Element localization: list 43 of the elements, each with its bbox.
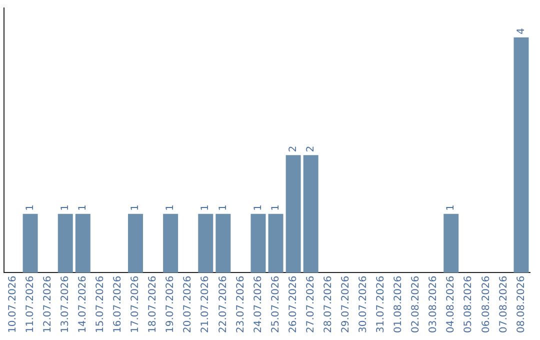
x-tick-label: 18.07.2026 bbox=[148, 276, 159, 334]
data-label: 1 bbox=[130, 204, 142, 211]
x-tick-label: 11.07.2026 bbox=[24, 276, 36, 334]
x-tick-label: 24.07.2026 bbox=[252, 276, 264, 334]
data-label: 1 bbox=[252, 204, 264, 211]
data-label: 2 bbox=[288, 146, 299, 152]
x-tick-label: 04.08.2026 bbox=[446, 276, 457, 334]
x-tick-label: 31.07.2026 bbox=[376, 276, 387, 334]
data-label: 4 bbox=[516, 28, 527, 34]
x-tick-label: 22.07.2026 bbox=[218, 276, 229, 334]
x-tick-label: 28.07.2026 bbox=[322, 276, 334, 334]
data-label: 1 bbox=[218, 204, 229, 211]
x-tick-label: 08.08.2026 bbox=[516, 276, 527, 334]
x-tick-label: 15.07.2026 bbox=[95, 276, 106, 334]
x-tick-label: 05.08.2026 bbox=[463, 276, 474, 334]
x-tick-label: 16.07.2026 bbox=[112, 276, 124, 334]
x-tick-label: 01.08.2026 bbox=[393, 276, 404, 334]
x-tick-label: 07.08.2026 bbox=[498, 276, 510, 334]
x-tick-label: 29.07.2026 bbox=[340, 276, 352, 334]
x-tick-label: 12.07.2026 bbox=[42, 276, 54, 334]
data-label: 1 bbox=[77, 204, 88, 211]
data-label: 1 bbox=[270, 204, 282, 211]
data-label: 2 bbox=[305, 146, 316, 152]
x-tick-label: 03.08.2026 bbox=[428, 276, 440, 334]
x-tick-label: 06.08.2026 bbox=[480, 276, 492, 334]
x-tick-label: 23.07.2026 bbox=[235, 276, 246, 334]
x-tick-label: 27.07.2026 bbox=[305, 276, 316, 334]
x-tick-label: 21.07.2026 bbox=[200, 276, 212, 334]
data-label: 1 bbox=[200, 204, 212, 211]
data-label: 1 bbox=[24, 204, 36, 211]
data-label: 1 bbox=[165, 204, 176, 211]
data-label: 1 bbox=[60, 204, 71, 211]
x-tick-label: 20.07.2026 bbox=[182, 276, 194, 334]
x-tick-label: 13.07.2026 bbox=[60, 276, 71, 334]
x-tick-label: 30.07.2026 bbox=[358, 276, 370, 334]
x-tick-label: 17.07.2026 bbox=[130, 276, 142, 334]
data-label: 1 bbox=[446, 204, 457, 211]
x-tick-label: 26.07.2026 bbox=[288, 276, 299, 334]
x-tick-label: 14.07.2026 bbox=[77, 276, 88, 334]
x-tick-label: 02.08.2026 bbox=[410, 276, 422, 334]
x-tick-label: 10.07.2026 bbox=[7, 276, 18, 334]
x-tick-label: 25.07.2026 bbox=[270, 276, 282, 334]
x-tick-label: 19.07.2026 bbox=[165, 276, 176, 334]
